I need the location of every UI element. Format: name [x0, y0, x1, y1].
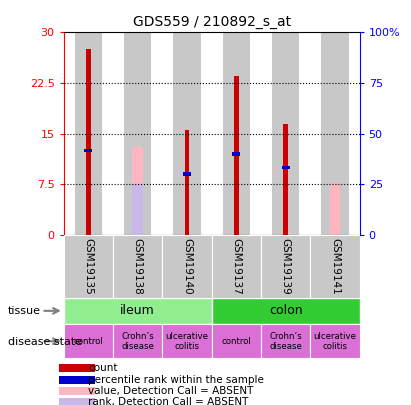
Text: percentile rank within the sample: percentile rank within the sample	[88, 375, 264, 385]
Bar	[330, 184, 340, 235]
Bar	[64, 324, 113, 358]
Text: ileum: ileum	[120, 304, 155, 318]
Title: GDS559 / 210892_s_at: GDS559 / 210892_s_at	[133, 15, 291, 29]
Text: ulcerative
colitis: ulcerative colitis	[166, 332, 208, 351]
Bar	[283, 124, 288, 235]
Text: value, Detection Call = ABSENT: value, Detection Call = ABSENT	[88, 386, 254, 396]
Bar	[74, 32, 102, 235]
Text: GSM19137: GSM19137	[231, 238, 241, 295]
Text: Crohn’s
disease: Crohn’s disease	[269, 332, 302, 351]
Bar	[173, 32, 201, 235]
Bar	[113, 235, 162, 298]
Text: Crohn’s
disease: Crohn’s disease	[121, 332, 154, 351]
Bar	[310, 235, 360, 298]
Bar	[59, 387, 95, 395]
Bar	[59, 375, 95, 384]
Bar	[234, 76, 239, 235]
Bar	[310, 324, 360, 358]
Bar	[212, 298, 360, 324]
Text: disease state: disease state	[8, 337, 82, 347]
Text: GSM19141: GSM19141	[330, 238, 340, 295]
Bar	[261, 235, 310, 298]
Bar	[64, 235, 113, 298]
Bar	[113, 324, 162, 358]
Bar	[272, 32, 300, 235]
Bar	[261, 324, 310, 358]
Bar	[84, 149, 92, 152]
Bar	[132, 147, 143, 235]
Text: rank, Detection Call = ABSENT: rank, Detection Call = ABSENT	[88, 397, 249, 405]
Text: count: count	[88, 363, 118, 373]
Bar	[282, 166, 290, 169]
Text: control: control	[74, 337, 103, 346]
Text: colon: colon	[269, 304, 302, 318]
Text: GSM19140: GSM19140	[182, 238, 192, 295]
Text: GSM19139: GSM19139	[281, 238, 291, 295]
Bar	[59, 398, 95, 405]
Text: tissue: tissue	[8, 306, 41, 316]
Bar	[86, 49, 91, 235]
Bar	[185, 130, 189, 235]
Bar	[212, 235, 261, 298]
Text: control: control	[222, 337, 251, 346]
Bar	[183, 172, 191, 176]
Bar	[162, 324, 212, 358]
Text: GSM19138: GSM19138	[133, 238, 143, 295]
Bar	[222, 32, 250, 235]
Bar	[64, 298, 212, 324]
Bar	[212, 324, 261, 358]
Bar	[162, 235, 212, 298]
Bar	[124, 32, 152, 235]
Bar	[321, 32, 349, 235]
Bar	[232, 152, 240, 156]
Bar	[59, 364, 95, 373]
Text: GSM19135: GSM19135	[83, 238, 93, 295]
Bar	[132, 184, 143, 235]
Text: ulcerative
colitis: ulcerative colitis	[314, 332, 356, 351]
